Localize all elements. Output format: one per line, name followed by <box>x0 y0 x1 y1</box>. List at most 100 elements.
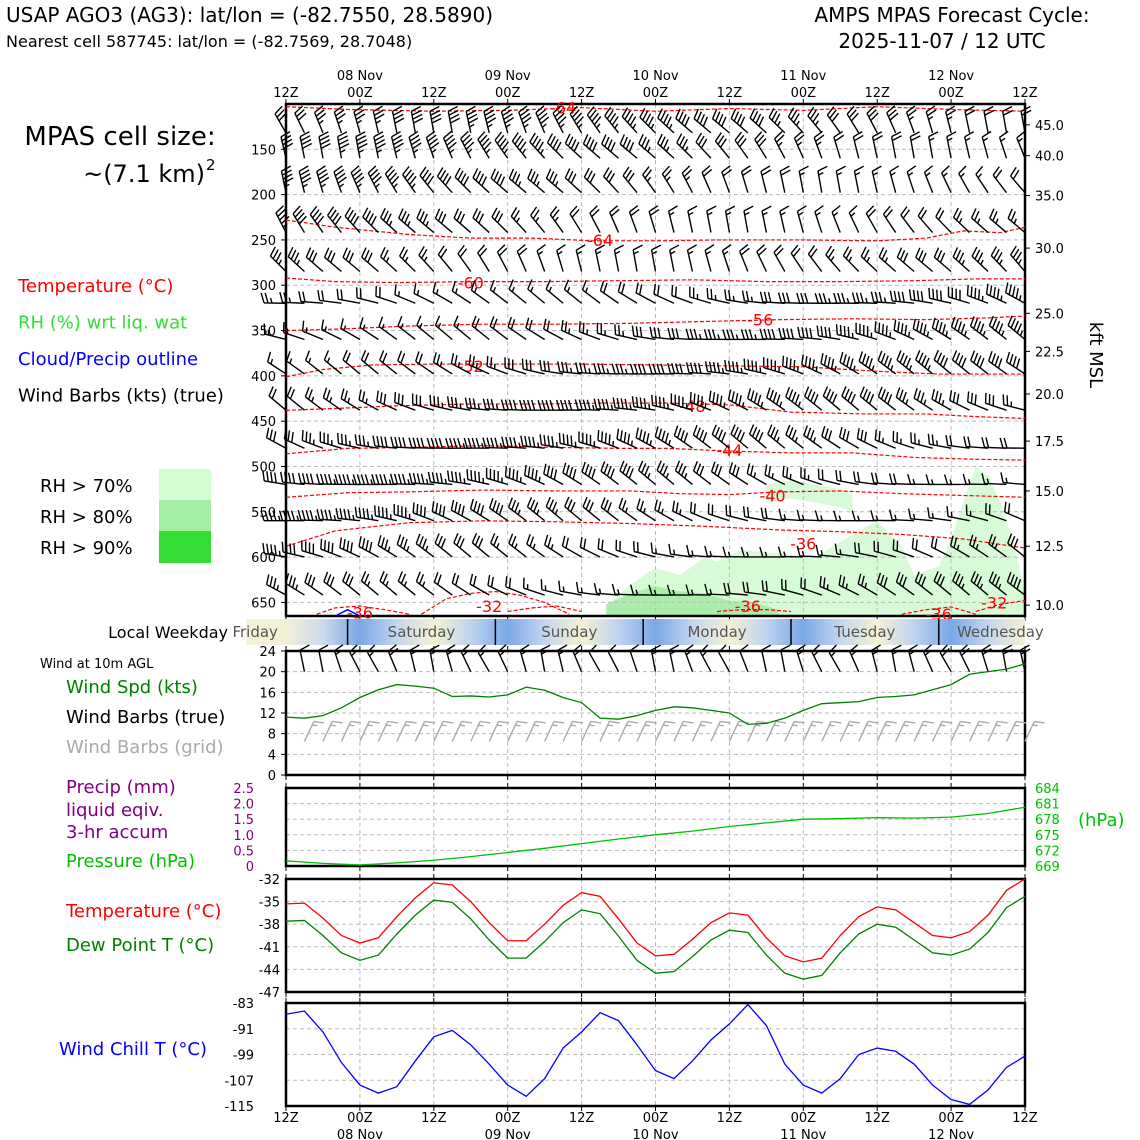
upper-wind-barb-flag <box>327 250 333 261</box>
upper-wind-barb <box>419 166 435 194</box>
upper-wind-barb <box>340 388 361 411</box>
upper-wind-barb-flag <box>827 248 835 259</box>
upper-wind-barb-flag <box>520 435 524 447</box>
upper-wind-barb-flag <box>516 470 519 481</box>
upper-wind-barb-flag <box>568 399 573 411</box>
upper-wind-barb-flag <box>936 573 942 584</box>
upper-wind-barb <box>962 473 989 486</box>
upper-wind-barb-flag <box>292 205 301 215</box>
bottom-hour-tick-label: 00Z <box>938 1111 964 1126</box>
upper-wind-barb-flag <box>796 545 801 557</box>
upper-wind-barb-flag <box>853 134 864 142</box>
top-hour-tick-label: 12Z <box>717 86 743 101</box>
upper-wind-barb-flag <box>615 363 620 374</box>
upper-wind-barb <box>667 327 693 341</box>
upper-wind-barb-flag <box>697 394 700 406</box>
upper-wind-barb <box>963 131 975 159</box>
upper-wind-barb-flag <box>372 435 376 447</box>
upper-wind-barb-flag <box>773 429 779 440</box>
upper-wind-barb-flag <box>338 139 349 146</box>
grid-wind-barb-half-flag <box>921 724 928 727</box>
upper-wind-barb <box>501 436 527 449</box>
upper-wind-barb-half-flag <box>541 123 547 128</box>
upper-wind-barb <box>436 167 453 194</box>
upper-wind-barb-flag <box>735 466 740 478</box>
top-hour-tick-label: 00Z <box>791 86 817 101</box>
upper-wind-barb-flag <box>895 387 901 398</box>
upper-wind-barb-flag <box>779 165 790 172</box>
upper-wind-barb-half-flag <box>661 508 664 514</box>
upper-wind-barb <box>1020 105 1032 133</box>
upper-wind-barb <box>796 509 822 522</box>
upper-wind-barb-half-flag <box>820 515 823 521</box>
top-date-label: 08 Nov <box>337 69 383 84</box>
upper-wind-barb-half-flag <box>665 472 670 479</box>
upper-wind-barb-flag <box>411 109 422 116</box>
upper-wind-barb-flag <box>935 319 940 331</box>
upper-wind-barb-flag <box>591 112 600 122</box>
upper-wind-barb-flag <box>726 329 731 340</box>
upper-wind-barb-flag <box>379 350 385 361</box>
upper-wind-barb-flag <box>353 172 363 181</box>
upper-wind-barb-flag <box>329 209 337 219</box>
upper-wind-barb-flag <box>777 292 782 303</box>
upper-wind-barb-flag <box>970 392 974 404</box>
upper-wind-barb-flag <box>833 292 838 304</box>
upper-wind-barb-half-flag <box>947 137 953 142</box>
upper-wind-barb-flag <box>828 391 835 402</box>
true-wind-barb-flag <box>849 644 859 653</box>
upper-wind-barb <box>594 244 605 272</box>
upper-wind-barb-flag <box>419 211 425 222</box>
grid-wind-barb-flag <box>406 720 417 724</box>
upper-wind-barb-flag <box>675 108 681 119</box>
upper-wind-barb-flag <box>735 361 739 373</box>
upper-wind-barb-flag <box>468 354 472 365</box>
upper-wind-barb-half-flag <box>554 216 559 222</box>
upper-wind-barb-flag <box>514 173 521 184</box>
upper-wind-barb-flag <box>899 250 906 261</box>
upper-wind-barb <box>628 205 640 233</box>
upper-wind-barb <box>675 108 693 134</box>
upper-wind-barb-flag <box>653 283 657 295</box>
true-wind-barb-flag <box>699 644 709 653</box>
upper-wind-barb-flag <box>494 437 499 449</box>
upper-wind-barb-flag <box>834 543 838 555</box>
upper-wind-barb-flag <box>575 244 586 251</box>
upper-wind-barb <box>546 133 564 159</box>
upper-wind-barb-flag <box>440 248 448 258</box>
true-wind-barb-half-flag <box>892 650 898 655</box>
true-wind-barb <box>429 644 440 672</box>
true-wind-barb-flag <box>684 644 694 652</box>
upper-wind-barb-flag <box>329 576 335 587</box>
upper-wind-barb-half-flag <box>672 589 676 596</box>
upper-wind-barb-half-flag <box>648 403 651 410</box>
surface-pressure-line <box>285 806 1026 866</box>
upper-wind-barb <box>469 573 490 596</box>
upper-wind-barb <box>706 287 730 304</box>
upper-wind-barb-half-flag <box>318 119 324 125</box>
upper-wind-barb-flag <box>906 165 917 173</box>
temperature-contour-label: -36 <box>735 597 761 616</box>
upper-wind-barb-flag <box>955 249 962 260</box>
upper-wind-barb-flag <box>289 388 296 400</box>
upper-wind-barb-flag <box>418 245 425 256</box>
upper-wind-barb-flag <box>638 429 643 440</box>
upper-wind-barb-flag <box>846 356 851 367</box>
upper-wind-barb-flag <box>796 509 801 521</box>
wind-panel-title: Wind at 10m AGL <box>40 657 154 672</box>
upper-wind-barb-flag <box>603 499 609 510</box>
upper-wind-barb-flag <box>563 279 570 290</box>
upper-wind-barb-flag <box>732 361 735 372</box>
upper-wind-barb-flag <box>323 571 329 582</box>
upper-wind-barb-flag <box>453 533 459 544</box>
upper-wind-barb <box>543 318 564 341</box>
upper-wind-barb-flag <box>593 582 598 594</box>
upper-wind-barb <box>287 246 305 273</box>
upper-wind-barb-half-flag <box>884 257 889 263</box>
upper-wind-barb-flag <box>861 575 865 587</box>
upper-wind-barb-half-flag <box>908 172 914 177</box>
upper-wind-barb-flag <box>334 215 342 226</box>
upper-wind-barb <box>477 244 490 272</box>
upper-wind-barb-flag <box>761 580 764 591</box>
upper-wind-barb-half-flag <box>967 478 971 485</box>
